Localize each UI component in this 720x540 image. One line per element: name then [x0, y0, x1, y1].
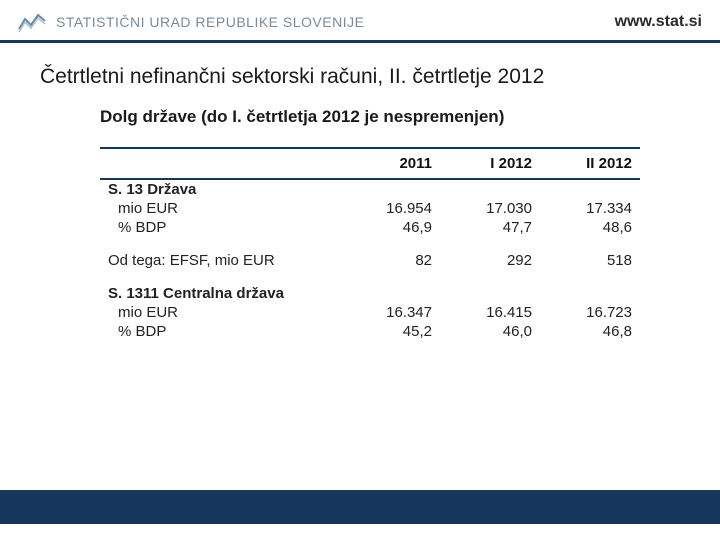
site-url: www.stat.si: [615, 13, 702, 31]
cell-value: 17.334: [540, 199, 640, 218]
org-name: STATISTIČNI URAD REPUBLIKE SLOVENIJE: [56, 14, 364, 30]
cell-value: 46,9: [340, 218, 440, 237]
col-header-ii2012: II 2012: [540, 148, 640, 179]
cell-value: 16.954: [340, 199, 440, 218]
cell-value: 17.030: [440, 199, 540, 218]
header-left: STATISTIČNI URAD REPUBLIKE SLOVENIJE: [18, 11, 364, 33]
data-table: 2011 I 2012 II 2012 S. 13 Državamio EUR1…: [100, 147, 640, 341]
header-bar: STATISTIČNI URAD REPUBLIKE SLOVENIJE www…: [0, 0, 720, 40]
table-header-row: 2011 I 2012 II 2012: [100, 148, 640, 179]
table-row: S. 1311 Centralna država: [100, 284, 640, 303]
cell-value: 48,6: [540, 218, 640, 237]
col-header-2011: 2011: [340, 148, 440, 179]
cell-value: 46,8: [540, 322, 640, 341]
cell-value: [440, 179, 540, 199]
row-label: mio EUR: [100, 303, 340, 322]
data-table-wrap: 2011 I 2012 II 2012 S. 13 Državamio EUR1…: [100, 147, 640, 341]
row-label: mio EUR: [100, 199, 340, 218]
table-row: mio EUR16.34716.41516.723: [100, 303, 640, 322]
footer-bar: [0, 490, 720, 524]
table-row: % BDP46,947,748,6: [100, 218, 640, 237]
row-label: % BDP: [100, 218, 340, 237]
content: Četrtletni nefinančni sektorski računi, …: [0, 43, 720, 341]
row-label: S. 13 Država: [100, 179, 340, 199]
cell-value: [540, 179, 640, 199]
cell-value: 46,0: [440, 322, 540, 341]
spacer-cell: [100, 270, 640, 284]
cell-value: [340, 284, 440, 303]
page-title: Četrtletni nefinančni sektorski računi, …: [40, 65, 680, 89]
table-row: [100, 270, 640, 284]
cell-value: 16.347: [340, 303, 440, 322]
col-header-i2012: I 2012: [440, 148, 540, 179]
table-row: [100, 237, 640, 251]
cell-value: 82: [340, 251, 440, 270]
cell-value: 47,7: [440, 218, 540, 237]
cell-value: 518: [540, 251, 640, 270]
table-row: S. 13 Država: [100, 179, 640, 199]
table-row: mio EUR16.95417.03017.334: [100, 199, 640, 218]
col-header-label: [100, 148, 340, 179]
cell-value: 45,2: [340, 322, 440, 341]
cell-value: 16.415: [440, 303, 540, 322]
row-label: % BDP: [100, 322, 340, 341]
cell-value: [540, 284, 640, 303]
table-row: % BDP45,246,046,8: [100, 322, 640, 341]
logo-icon: [18, 11, 46, 33]
cell-value: 16.723: [540, 303, 640, 322]
row-label: S. 1311 Centralna država: [100, 284, 340, 303]
spacer-cell: [100, 237, 640, 251]
cell-value: 292: [440, 251, 540, 270]
table-row: Od tega: EFSF, mio EUR82292518: [100, 251, 640, 270]
cell-value: [440, 284, 540, 303]
row-label: Od tega: EFSF, mio EUR: [100, 251, 340, 270]
page-subtitle: Dolg države (do I. četrtletja 2012 je ne…: [100, 107, 680, 127]
cell-value: [340, 179, 440, 199]
